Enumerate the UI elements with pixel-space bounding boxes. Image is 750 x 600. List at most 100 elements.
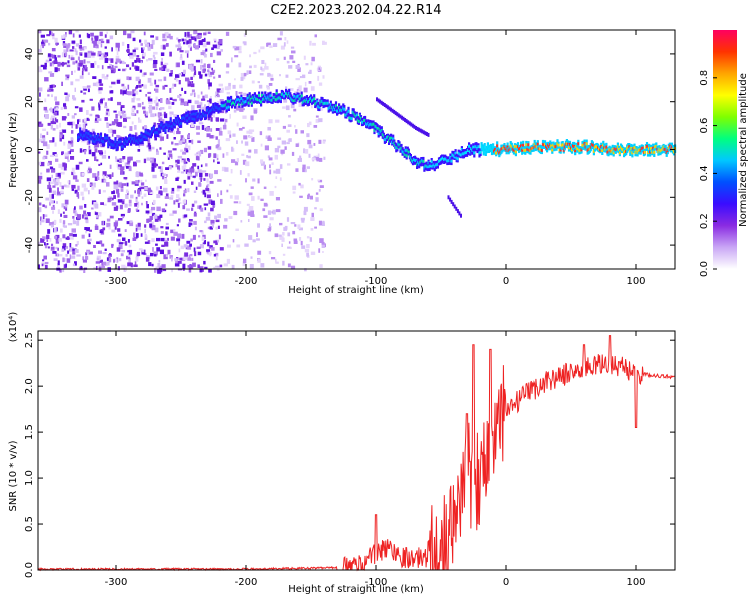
trace-branch-mark [399, 114, 402, 119]
speckle-mark [46, 239, 49, 242]
speckle-mark [59, 134, 62, 139]
speckle-mark [88, 233, 91, 238]
speckle-mark [100, 52, 105, 56]
speckle-mark [153, 51, 158, 55]
speckle-mark [290, 103, 295, 109]
speckle-mark [57, 264, 60, 269]
speckle-mark [249, 65, 252, 69]
speckle-mark [160, 172, 164, 177]
speckle-mark [169, 35, 173, 40]
speckle-mark [86, 61, 91, 64]
speckle-mark [132, 49, 136, 53]
speckle-mark [187, 34, 192, 38]
speckle-mark [100, 43, 103, 48]
speckle-mark [178, 248, 181, 253]
speckle-mark [135, 171, 140, 177]
speckle-mark [153, 251, 158, 256]
speckle-mark [248, 206, 254, 211]
speckle-mark [256, 238, 260, 241]
speckle-mark [190, 238, 193, 242]
speckle-mark [134, 59, 137, 63]
speckle-mark [94, 45, 98, 48]
speckle-mark [268, 226, 272, 231]
speckle-mark [123, 125, 127, 129]
speckle-mark [126, 116, 131, 120]
speckle-mark [58, 254, 63, 257]
speckle-mark [71, 138, 74, 143]
trace-core-mark [142, 135, 145, 139]
speckle-mark [137, 193, 141, 197]
trace-core-mark [402, 150, 405, 154]
speckle-mark [191, 36, 195, 40]
speckle-mark [221, 87, 224, 93]
speckle-mark [268, 157, 273, 161]
speckle-mark [187, 43, 192, 48]
speckle-mark [61, 81, 63, 86]
speckle-mark [282, 125, 286, 129]
speckle-mark [55, 201, 58, 204]
speckle-mark [97, 212, 102, 217]
speckle-mark [233, 201, 238, 204]
speckle-mark [90, 32, 94, 37]
trace-core-mark [499, 150, 502, 154]
speckle-mark [216, 44, 220, 50]
trace-core-mark [92, 139, 95, 143]
speckle-mark [116, 239, 121, 243]
speckle-mark [176, 224, 179, 227]
speckle-mark [115, 47, 118, 51]
speckle-mark [120, 188, 124, 192]
speckle-mark [197, 41, 200, 46]
speckle-mark [155, 36, 159, 41]
speckle-mark [162, 38, 167, 42]
speckle-mark [120, 105, 125, 108]
speckle-mark [215, 255, 218, 261]
speckle-mark [46, 131, 49, 135]
speckle-mark [168, 166, 172, 170]
speckle-mark [194, 44, 196, 48]
speckle-mark [53, 107, 58, 111]
speckle-mark [63, 184, 67, 188]
trace-core-mark [580, 148, 583, 152]
trace-core-mark [194, 112, 197, 116]
trace-core-mark [182, 116, 184, 120]
speckle-mark [87, 88, 90, 93]
speckle-mark [75, 244, 78, 247]
speckle-mark [75, 124, 78, 129]
speckle-mark [59, 132, 63, 137]
trace-core-mark [426, 165, 429, 169]
speckle-mark [65, 254, 68, 257]
speckle-mark [68, 180, 71, 185]
speckle-mark [119, 258, 122, 262]
speckle-mark [190, 83, 195, 88]
speckle-mark [127, 262, 132, 267]
speckle-mark [173, 130, 175, 135]
speckle-mark [179, 94, 182, 97]
speckle-mark [50, 107, 52, 113]
speckle-mark [66, 76, 70, 79]
speckle-mark [42, 135, 46, 139]
trace-core-mark [371, 123, 374, 127]
speckle-mark [68, 122, 73, 126]
speckle-mark [208, 268, 212, 273]
speckle-mark [214, 170, 218, 175]
speckle-mark [53, 60, 58, 64]
speckle-mark [257, 81, 260, 84]
speckle-mark [158, 119, 162, 123]
speckle-mark [234, 195, 239, 200]
trace-core-mark [199, 115, 202, 119]
speckle-mark [176, 62, 180, 68]
speckle-mark [174, 78, 177, 80]
speckle-mark [78, 34, 81, 38]
speckle-mark [52, 178, 56, 183]
speckle-mark [69, 237, 74, 240]
trace-core-mark [514, 150, 517, 154]
speckle-mark [175, 74, 180, 78]
speckle-mark [144, 187, 148, 191]
trace-core-mark [234, 103, 236, 106]
speckle-mark [46, 243, 49, 245]
speckle-mark [232, 45, 237, 49]
speckle-mark [179, 114, 182, 117]
speckle-mark [201, 170, 207, 173]
speckle-mark [82, 67, 85, 71]
speckle-mark [68, 54, 71, 59]
